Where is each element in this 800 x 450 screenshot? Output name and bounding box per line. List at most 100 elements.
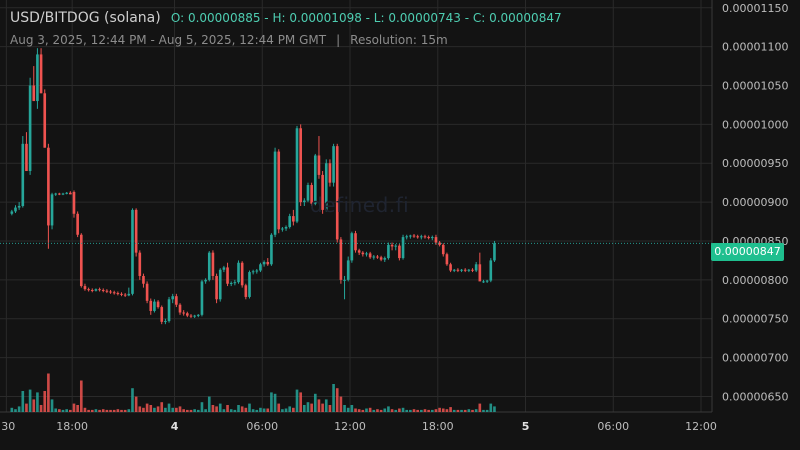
volume-bar	[485, 409, 489, 412]
volume-bar	[266, 408, 270, 412]
volume-bar	[383, 408, 387, 412]
candle-body	[259, 264, 262, 271]
volume-bar	[25, 403, 28, 412]
candle-body	[47, 147, 50, 226]
volume-bar	[186, 409, 189, 412]
volume-bar	[76, 405, 79, 412]
volume-bar	[14, 409, 17, 412]
volume-bar	[47, 373, 50, 412]
volume-bar	[270, 392, 273, 412]
candle-body	[471, 269, 474, 271]
watermark-logo: defined.fi	[310, 193, 410, 217]
volume-bar	[405, 409, 409, 412]
volume-bar	[387, 406, 390, 412]
candle-body	[295, 128, 299, 222]
candle-body	[482, 281, 485, 283]
candle-body	[193, 315, 196, 317]
volume-bar	[317, 399, 321, 412]
volume-bar	[306, 402, 310, 412]
volume-bar	[288, 406, 292, 412]
pair-title: USD/BITDOG (solana)	[10, 10, 161, 26]
volume-bar	[372, 409, 376, 412]
candle-body	[50, 194, 54, 226]
candle-body	[134, 209, 138, 253]
volume-bar	[229, 409, 233, 412]
candle-body	[142, 275, 145, 284]
volume-bar	[295, 389, 299, 412]
volume-bar	[244, 407, 248, 412]
volume-bar	[430, 409, 434, 412]
candle-body	[233, 282, 237, 284]
candle-body	[376, 256, 379, 258]
volume-bar	[423, 409, 427, 412]
volume-bar	[390, 409, 394, 412]
volume-bar	[240, 406, 244, 412]
candle-body	[175, 296, 178, 305]
candle-body	[339, 239, 343, 280]
candle-body	[430, 237, 434, 239]
candle-body	[390, 244, 394, 247]
volume-bar	[167, 403, 171, 412]
volume-bar	[335, 388, 339, 412]
volume-bar	[357, 409, 361, 412]
x-tick-label: 18:00	[56, 420, 88, 433]
volume-bar	[189, 409, 193, 412]
volume-bar	[365, 408, 368, 412]
y-tick-label: 0.00001000	[722, 118, 788, 131]
volume-bar	[207, 396, 211, 412]
volume-bar	[482, 409, 485, 412]
volume-bar	[471, 409, 474, 412]
volume-bar	[409, 409, 412, 412]
candle-body	[43, 93, 47, 148]
y-tick-label: 0.00000750	[722, 313, 788, 326]
x-tick-label: 4	[171, 420, 179, 433]
volume-bar	[90, 409, 94, 412]
candle-body	[116, 293, 120, 295]
volume-bar	[460, 409, 463, 412]
x-tick-label: 5	[522, 420, 530, 433]
candle-body	[452, 269, 456, 271]
chart-header: USD/BITDOG (solana) O: 0.00000885 - H: 0…	[10, 10, 562, 26]
candle-body	[248, 272, 251, 297]
candle-body	[361, 252, 365, 255]
candle-body	[14, 207, 17, 212]
volume-bar	[339, 396, 343, 412]
candle-body	[189, 315, 193, 317]
volume-bar	[255, 409, 259, 412]
volume-bar	[303, 405, 306, 412]
candle-body	[401, 237, 405, 259]
volume-bar	[493, 406, 496, 412]
volume-bar	[138, 406, 142, 412]
volume-bar	[58, 409, 61, 412]
candle-body	[394, 245, 398, 247]
header-separator: |	[336, 33, 341, 47]
last-price-tag: 0.00000847	[711, 243, 784, 261]
candle-body	[90, 289, 94, 291]
candle-body	[412, 235, 416, 237]
candle-body	[149, 300, 153, 311]
candle-body	[17, 206, 21, 208]
candle-body	[72, 192, 76, 214]
candle-body	[240, 262, 244, 286]
candle-body	[25, 143, 28, 172]
candle-body	[321, 174, 324, 210]
volume-bar	[83, 407, 87, 412]
volume-bar	[36, 392, 39, 412]
volume-bar	[10, 407, 14, 412]
x-tick-label: 12:00	[334, 420, 366, 433]
volume-bar	[467, 409, 471, 412]
candle-body	[357, 250, 361, 253]
candle-body	[36, 54, 39, 102]
volume-bar	[112, 409, 116, 412]
candle-body	[182, 312, 185, 314]
candle-body	[270, 234, 273, 265]
candle-body	[368, 253, 372, 258]
candle-body	[58, 193, 61, 195]
candle-body	[350, 233, 354, 261]
volume-bar	[65, 409, 68, 412]
candle-body	[200, 281, 204, 315]
volume-bar	[178, 406, 182, 412]
candle-body	[32, 85, 36, 102]
candle-body	[303, 200, 306, 203]
